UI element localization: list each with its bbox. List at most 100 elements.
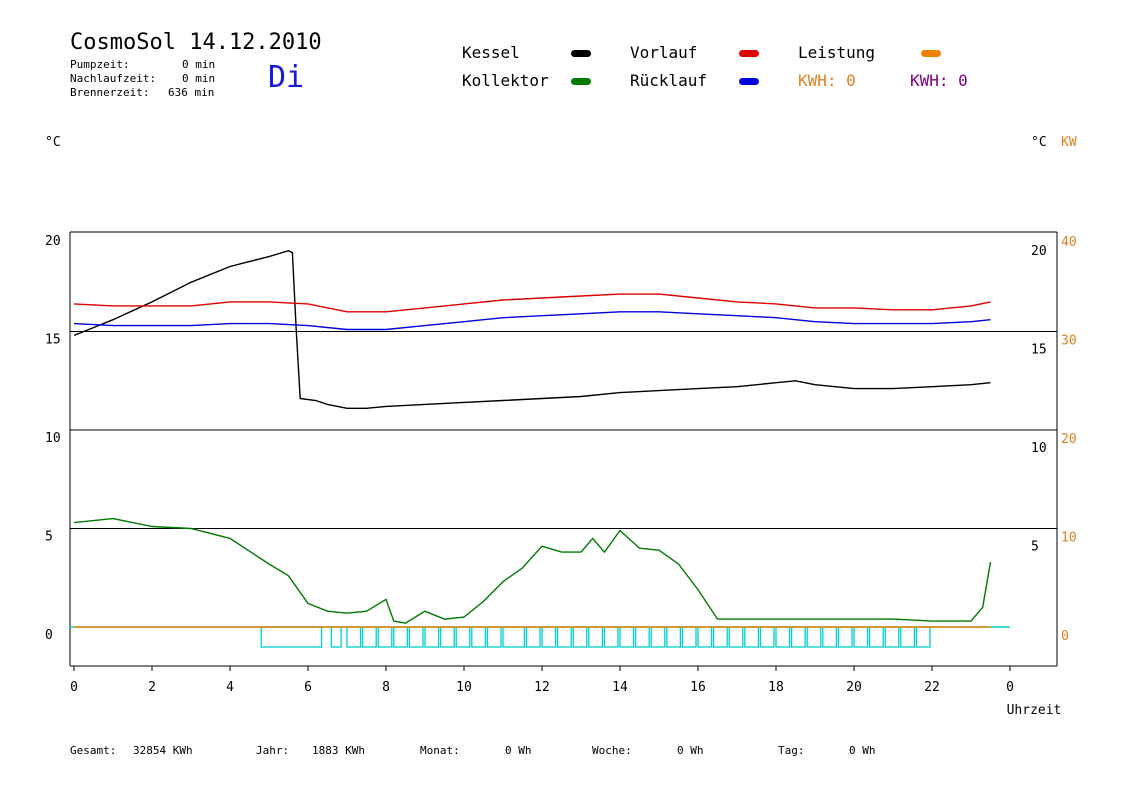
pump-interval-box (728, 626, 744, 648)
pump-interval-box (650, 626, 666, 648)
pump-interval-box (884, 626, 900, 648)
pump-interval-box (346, 626, 362, 648)
x-tick-label: 16 (690, 680, 706, 695)
footer-monat-label: Monat: (420, 744, 460, 757)
right-inner-tick-label: 5 (1031, 540, 1039, 555)
pump-interval-box (393, 626, 409, 648)
x-tick-label: 18 (768, 680, 784, 695)
right-unit-label: °C (1031, 135, 1047, 150)
footer-tag-label: Tag: (778, 744, 805, 757)
legend-vorlauf-swatch (739, 50, 759, 57)
kw-tick-label: 30 (1061, 334, 1077, 349)
footer-gesamt-value: 32854 KWh (133, 744, 193, 757)
left-tick-label: 0 (45, 628, 53, 643)
pump-interval-box (361, 626, 377, 648)
pump-interval-box (455, 626, 471, 648)
pump-interval-box (486, 626, 502, 648)
left-unit-label: °C (45, 135, 61, 150)
weekday-label: Di (268, 60, 305, 95)
x-tick-label: 0 (70, 680, 78, 695)
right-kw-unit-label: KW (1061, 135, 1077, 150)
x-tick-label: 4 (226, 680, 234, 695)
pump-interval-box (603, 626, 619, 648)
left-tick-label: 15 (45, 333, 61, 348)
footer-jahr-label: Jahr: (256, 744, 290, 757)
pump-interval-box (775, 626, 791, 648)
chart-title: CosmoSol 14.12.2010 (70, 30, 322, 55)
nachlaufzeit-value: 0 min (182, 72, 216, 85)
pump-interval-box (744, 626, 760, 648)
pump-interval-box (915, 626, 931, 648)
pump-interval-box (853, 626, 869, 648)
x-tick-label: 20 (846, 680, 862, 695)
pump-interval-box (666, 626, 682, 648)
footer-woche-label: Woche: (592, 744, 632, 757)
pump-interval-box (822, 626, 838, 648)
right-inner-tick-label: 20 (1031, 244, 1047, 259)
footer-woche-value: 0 Wh (677, 744, 704, 757)
pump-interval-box (377, 626, 393, 648)
pump-interval-box (806, 626, 822, 648)
legend-ruecklauf-swatch (739, 78, 759, 85)
left-tick-label: 10 (45, 431, 61, 446)
legend-kollektor-swatch (571, 78, 591, 85)
legend-leistung-swatch (921, 50, 941, 57)
x-tick-label: 8 (382, 680, 390, 695)
kw-tick-label: 10 (1061, 531, 1077, 546)
legend-kessel: Kessel (462, 43, 520, 62)
right-inner-tick-label: 10 (1031, 441, 1047, 456)
x-tick-label: 14 (612, 680, 628, 695)
pump-interval-box (868, 626, 884, 648)
kw-tick-label: 20 (1061, 432, 1077, 447)
pump-interval-box (712, 626, 728, 648)
pump-interval-box (634, 626, 650, 648)
series-line-kessel (73, 249, 991, 409)
brennerzeit-label: Brennerzeit: (70, 86, 150, 99)
pump-interval-box (330, 626, 342, 648)
pump-interval-box (572, 626, 588, 648)
pump-interval-box (471, 626, 487, 648)
pump-interval-box (408, 626, 424, 648)
pump-interval-box (424, 626, 440, 648)
x-tick-label: 0 (1006, 680, 1014, 695)
legend-kwh-purple: KWH: 0 (910, 71, 968, 90)
x-tick-label: 12 (534, 680, 550, 695)
pumpzeit-value: 0 min (182, 58, 216, 71)
pump-interval-box (697, 626, 713, 648)
kw-tick-label: 40 (1061, 235, 1077, 250)
series-line-rcklauf (73, 311, 991, 331)
pump-interval-box (502, 626, 526, 648)
x-tick-label: 22 (924, 680, 940, 695)
pump-interval-box (541, 626, 557, 648)
pump-interval-box (556, 626, 572, 648)
pump-interval-box (588, 626, 604, 648)
footer-monat-value: 0 Wh (505, 744, 532, 757)
kw-tick-label: 0 (1061, 629, 1069, 644)
x-tick-label: 2 (148, 680, 156, 695)
pump-interval-box (759, 626, 775, 648)
legend-kwh-orange: KWH: 0 (798, 71, 856, 90)
pump-interval-box (525, 626, 541, 648)
pump-interval-box (900, 626, 916, 648)
series-line-vorlauf (73, 293, 991, 313)
pump-interval-box (681, 626, 697, 648)
left-tick-label: 5 (45, 530, 53, 545)
legend-ruecklauf: Rücklauf (630, 71, 708, 90)
pump-interval-box (837, 626, 853, 648)
footer-jahr-value: 1883 KWh (312, 744, 365, 757)
brennerzeit-value: 636 min (168, 86, 215, 99)
footer-gesamt-label: Gesamt: (70, 744, 117, 757)
pump-interval-box (439, 626, 455, 648)
pump-interval-box (619, 626, 635, 648)
series-line-kollektor (73, 517, 992, 624)
pump-interval-box (790, 626, 806, 648)
nachlaufzeit-label: Nachlaufzeit: (70, 72, 157, 85)
x-tick-label: 10 (456, 680, 472, 695)
legend-kollektor: Kollektor (462, 71, 549, 90)
legend-leistung: Leistung (798, 43, 876, 62)
x-tick-label: 6 (304, 680, 312, 695)
right-inner-tick-label: 15 (1031, 343, 1047, 358)
legend-vorlauf: Vorlauf (630, 43, 698, 62)
pump-interval-box (260, 626, 323, 648)
